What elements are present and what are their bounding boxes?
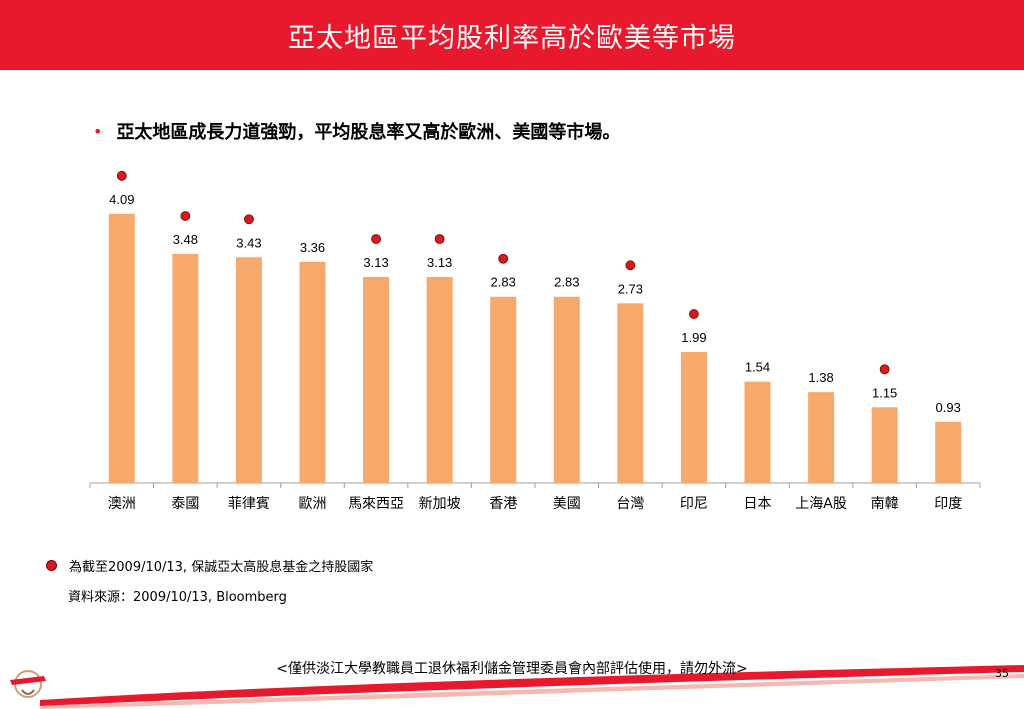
bars-group xyxy=(108,213,962,483)
category-label: 南韓 xyxy=(871,496,899,512)
value-label: 1.54 xyxy=(745,360,770,375)
page-title: 亞太地區平均股利率高於歐美等市場 xyxy=(288,22,736,54)
holding-marker-icon xyxy=(244,214,254,225)
x-axis-ticks xyxy=(89,483,981,488)
category-label: 澳洲 xyxy=(108,496,136,512)
bar-香港 xyxy=(490,296,517,483)
value-label: 1.99 xyxy=(681,330,706,345)
bar-台灣 xyxy=(617,303,644,483)
holding-marker-icon xyxy=(498,253,509,264)
holding-marker-icon xyxy=(434,234,445,244)
value-label: 1.38 xyxy=(808,370,833,385)
bar-菲律賓 xyxy=(235,257,262,483)
company-logo xyxy=(10,670,46,698)
value-label: 1.15 xyxy=(872,385,897,400)
value-label: 3.43 xyxy=(236,235,261,250)
category-label: 歐洲 xyxy=(299,496,327,512)
holding-marker-icon xyxy=(180,211,191,221)
bar-泰國 xyxy=(172,253,199,483)
bar-印度 xyxy=(935,421,962,483)
category-label: 香港 xyxy=(489,496,517,512)
page-number: 35 xyxy=(995,667,1009,680)
category-label: 日本 xyxy=(744,496,772,512)
value-label: 3.13 xyxy=(363,255,388,270)
bar-美國 xyxy=(553,296,580,483)
footnote-text: 為截至2009/10/13, 保誠亞太高股息基金之持股國家 xyxy=(69,560,374,575)
value-label: 2.73 xyxy=(618,281,643,296)
holding-marker-icon xyxy=(116,170,127,181)
bar-上海A股 xyxy=(808,392,835,483)
category-label: 美國 xyxy=(553,496,581,512)
value-label: 3.48 xyxy=(173,232,198,247)
title-bar: 亞太地區平均股利率高於歐美等市場 xyxy=(0,0,1024,70)
value-label: 2.83 xyxy=(554,275,579,290)
bullet-point: • 亞太地區成長力道強勁，平均股息率又高於歐洲、美國等市場。 xyxy=(93,118,620,144)
category-label: 泰國 xyxy=(171,496,199,512)
markers-group xyxy=(116,170,890,375)
holding-marker-legend-icon xyxy=(46,560,57,571)
footnote: 為截至2009/10/13, 保誠亞太高股息基金之持股國家 xyxy=(46,556,373,575)
value-label: 2.83 xyxy=(491,275,516,290)
holding-marker-icon xyxy=(625,260,636,271)
category-label: 馬來西亞 xyxy=(348,496,404,512)
data-source: 資料來源：2009/10/13, Bloomberg xyxy=(68,590,287,605)
category-labels-group: 澳洲 泰國 菲律賓 歐洲 馬來西亞 新加坡 香港 美國 台灣 印尼 日本 上海A股 南韓 印度 xyxy=(108,495,962,512)
holding-marker-icon xyxy=(689,309,699,319)
value-labels-group: 4.09 3.48 3.43 3.36 3.13 3.13 2.83 2.83 2.73 1.99… xyxy=(109,192,961,415)
category-label: 新加坡 xyxy=(419,496,461,512)
dividend-yield-bar-chart: 4.09 3.48 3.43 3.36 3.13 3.13 2.83 2.83 2.73 1.99… xyxy=(89,170,981,512)
bar-印尼 xyxy=(680,352,707,483)
value-label: 0.93 xyxy=(936,400,961,415)
holding-marker-icon xyxy=(371,234,381,244)
bar-歐洲 xyxy=(299,261,326,483)
value-label: 3.13 xyxy=(427,255,452,270)
holding-marker-icon xyxy=(879,364,890,375)
category-label: 台灣 xyxy=(616,496,644,512)
bar-南韓 xyxy=(871,407,898,483)
category-label: 印尼 xyxy=(680,496,708,512)
category-label: 上海A股 xyxy=(795,496,847,512)
value-label: 4.09 xyxy=(109,192,134,207)
category-label: 菲律賓 xyxy=(228,495,270,512)
value-label: 3.36 xyxy=(300,240,325,255)
bar-馬來西亞 xyxy=(363,277,390,483)
bar-日本 xyxy=(744,381,771,483)
bullet-icon: • xyxy=(93,121,103,141)
bar-新加坡 xyxy=(426,277,453,483)
footer-swoosh xyxy=(40,665,1024,709)
bar-澳洲 xyxy=(108,213,135,483)
bullet-text: 亞太地區成長力道強勁，平均股息率又高於歐洲、美國等市場。 xyxy=(116,122,621,143)
category-label: 印度 xyxy=(934,496,962,512)
confidentiality-notice: <僅供淡江大學教職員工退休福利儲金管理委員會內部評估使用，請勿外流> xyxy=(276,661,748,677)
